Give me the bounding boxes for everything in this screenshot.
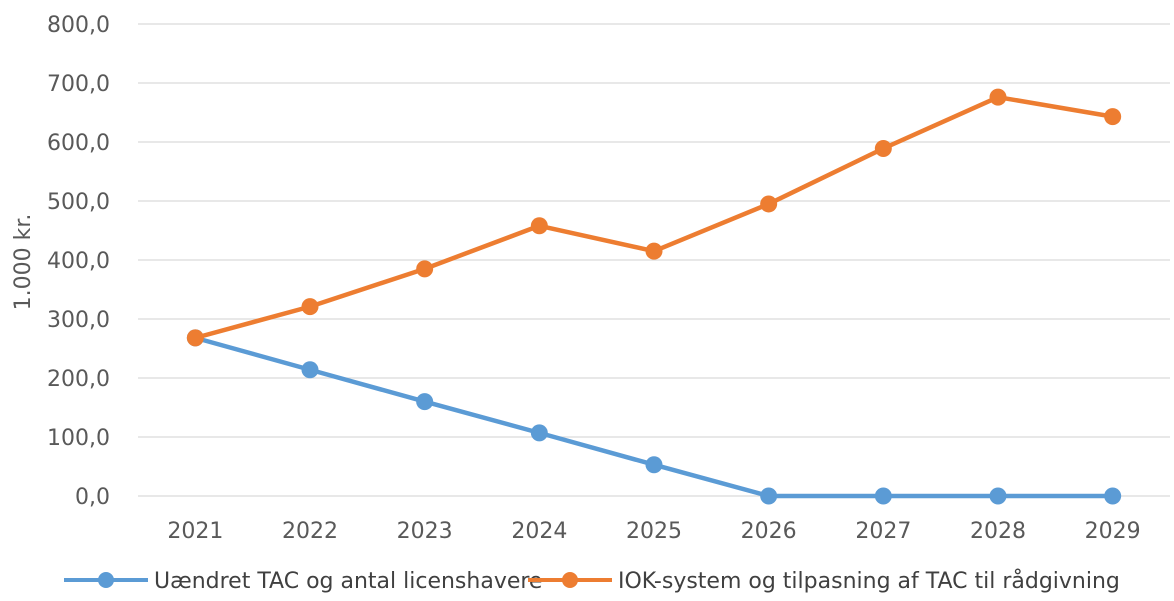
y-tick-label: 100,0 — [47, 426, 110, 451]
y-tick-label: 300,0 — [47, 308, 110, 333]
y-tick-label: 200,0 — [47, 367, 110, 392]
x-tick-label: 2021 — [167, 519, 223, 544]
x-tick-label: 2023 — [397, 519, 453, 544]
data-point — [302, 298, 319, 315]
legend: Uændret TAC og antal licenshavere IOK-sy… — [64, 568, 1120, 594]
data-point — [875, 140, 892, 157]
y-axis-label: 1.000 kr. — [11, 214, 36, 311]
data-point — [416, 393, 433, 410]
data-point — [760, 488, 777, 505]
y-tick-label: 600,0 — [47, 131, 110, 156]
data-point — [1104, 108, 1121, 125]
y-axis-ticks: 0,0 100,0 200,0 300,0 400,0 500,0 600,0 700,0 80… — [47, 13, 110, 510]
y-tick-label: 0,0 — [75, 485, 110, 510]
y-tick-label: 700,0 — [47, 72, 110, 97]
x-tick-label: 2022 — [282, 519, 338, 544]
series-line — [195, 97, 1112, 338]
y-tick-label: 800,0 — [47, 13, 110, 38]
legend-item-series-1: Uændret TAC og antal licenshavere — [64, 569, 542, 594]
x-tick-label: 2025 — [626, 519, 682, 544]
series-1 — [187, 329, 1121, 504]
legend-label-series-1: Uændret TAC og antal licenshavere — [154, 569, 542, 594]
series-layer — [187, 89, 1121, 505]
data-point — [302, 361, 319, 378]
data-point — [1104, 488, 1121, 505]
x-tick-label: 2026 — [741, 519, 797, 544]
data-point — [990, 89, 1007, 106]
data-point — [646, 456, 663, 473]
x-tick-label: 2029 — [1085, 519, 1141, 544]
x-tick-label: 2027 — [855, 519, 911, 544]
data-point — [531, 424, 548, 441]
data-point — [875, 488, 892, 505]
y-tick-label: 500,0 — [47, 190, 110, 215]
x-axis-ticks: 2021 2022 2023 2024 2025 2026 2027 2028 2029 — [167, 519, 1140, 544]
y-tick-label: 400,0 — [47, 249, 110, 274]
gridlines — [138, 24, 1170, 496]
legend-label-series-2: IOK-system og tilpasning af TAC til rådg… — [618, 568, 1120, 594]
x-tick-label: 2028 — [970, 519, 1026, 544]
data-point — [187, 329, 204, 346]
data-point — [531, 217, 548, 234]
series-2 — [187, 89, 1121, 347]
data-point — [990, 488, 1007, 505]
legend-item-series-2: IOK-system og tilpasning af TAC til rådg… — [528, 568, 1120, 594]
data-point — [416, 260, 433, 277]
data-point — [760, 195, 777, 212]
data-point — [646, 243, 663, 260]
x-tick-label: 2024 — [511, 519, 567, 544]
